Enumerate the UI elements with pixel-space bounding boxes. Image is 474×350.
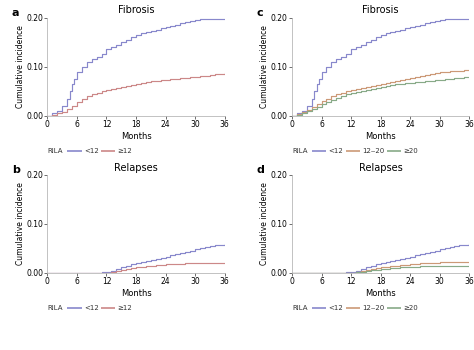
Text: d: d: [256, 165, 264, 175]
Text: <12: <12: [328, 305, 343, 311]
Text: c: c: [256, 8, 263, 18]
Text: RILA: RILA: [292, 305, 308, 311]
Title: Fibrosis: Fibrosis: [118, 5, 154, 15]
Text: RILA: RILA: [47, 305, 63, 311]
X-axis label: Months: Months: [365, 289, 396, 298]
Y-axis label: Cumulative incidence: Cumulative incidence: [260, 25, 269, 108]
Text: ≥20: ≥20: [403, 305, 418, 311]
Text: <12: <12: [84, 148, 99, 154]
X-axis label: Months: Months: [365, 132, 396, 141]
Text: RILA: RILA: [292, 148, 308, 154]
Title: Relapses: Relapses: [114, 162, 158, 173]
Text: ≥12: ≥12: [118, 305, 132, 311]
Title: Fibrosis: Fibrosis: [363, 5, 399, 15]
Text: RILA: RILA: [47, 148, 63, 154]
Text: ≥20: ≥20: [403, 148, 418, 154]
Text: 12‒20: 12‒20: [362, 148, 384, 154]
Y-axis label: Cumulative incidence: Cumulative incidence: [16, 182, 25, 265]
Text: ≥12: ≥12: [118, 148, 132, 154]
Title: Relapses: Relapses: [359, 162, 402, 173]
Text: a: a: [12, 8, 19, 18]
Text: <12: <12: [84, 305, 99, 311]
Text: b: b: [12, 165, 20, 175]
X-axis label: Months: Months: [121, 132, 151, 141]
Y-axis label: Cumulative incidence: Cumulative incidence: [260, 182, 269, 265]
Y-axis label: Cumulative incidence: Cumulative incidence: [16, 25, 25, 108]
Text: <12: <12: [328, 148, 343, 154]
Text: 12‒20: 12‒20: [362, 305, 384, 311]
X-axis label: Months: Months: [121, 289, 151, 298]
